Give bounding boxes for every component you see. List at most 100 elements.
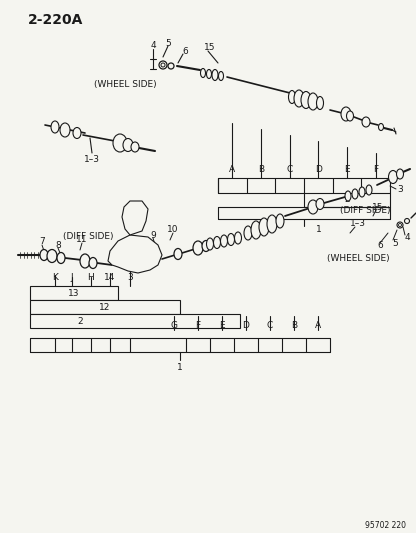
Ellipse shape [40,249,48,261]
Text: 10: 10 [167,225,179,235]
Ellipse shape [174,248,182,260]
Text: 2: 2 [344,196,350,205]
Ellipse shape [51,121,59,133]
Ellipse shape [235,232,242,244]
Ellipse shape [362,117,370,127]
Ellipse shape [289,91,295,103]
Ellipse shape [228,233,235,246]
Text: C: C [287,165,293,174]
Ellipse shape [220,235,228,247]
Text: (DIFF SIDE): (DIFF SIDE) [339,206,390,215]
Text: 95702 220: 95702 220 [365,521,406,529]
Ellipse shape [347,111,354,121]
Text: F: F [373,165,378,174]
Text: 1–3: 1–3 [350,220,366,229]
Bar [30,286,118,300]
Ellipse shape [212,69,218,80]
Text: 8: 8 [55,240,61,249]
Text: 1–3: 1–3 [84,156,100,165]
Ellipse shape [276,214,284,228]
Text: 6: 6 [182,46,188,55]
Polygon shape [108,235,162,273]
Text: 6: 6 [377,241,383,251]
Ellipse shape [206,238,213,250]
Ellipse shape [218,71,223,80]
Text: (WHEEL SIDE): (WHEEL SIDE) [327,254,389,262]
Text: 1: 1 [177,364,183,373]
Ellipse shape [73,127,81,139]
Ellipse shape [345,191,351,201]
Text: 3: 3 [397,184,403,193]
Ellipse shape [213,237,220,248]
Ellipse shape [379,124,384,131]
Ellipse shape [301,92,311,109]
Ellipse shape [80,254,90,268]
Bar [30,300,180,314]
Bar [30,314,240,328]
Polygon shape [122,201,148,235]
Ellipse shape [193,241,203,255]
Text: 15: 15 [204,44,216,52]
Text: 5: 5 [165,38,171,47]
Ellipse shape [168,63,174,69]
Ellipse shape [60,123,70,137]
Text: B: B [258,165,264,174]
Ellipse shape [89,257,97,269]
Text: 2-220A: 2-220A [28,13,83,27]
Text: 15: 15 [372,203,384,212]
Text: 5: 5 [392,238,398,247]
Ellipse shape [294,90,304,107]
Text: E: E [344,165,350,174]
Text: 2: 2 [77,317,83,326]
Text: 4: 4 [150,42,156,51]
Ellipse shape [317,96,324,109]
Ellipse shape [359,187,365,197]
Ellipse shape [258,222,266,232]
Text: F: F [196,321,201,330]
Ellipse shape [206,69,211,78]
Ellipse shape [396,169,404,179]
Text: 7: 7 [39,238,45,246]
Ellipse shape [161,63,165,67]
Text: (WHEEL SIDE): (WHEEL SIDE) [94,80,156,90]
Text: 1: 1 [316,224,322,233]
Text: B: B [291,321,297,330]
Text: D: D [243,321,250,330]
Ellipse shape [201,69,206,77]
Text: 11: 11 [76,236,88,245]
Ellipse shape [113,134,127,152]
Text: K: K [52,273,58,282]
Text: G: G [171,321,178,330]
Text: J: J [71,273,73,282]
Ellipse shape [341,107,351,121]
Ellipse shape [202,240,210,252]
Text: C: C [267,321,273,330]
Text: E: E [219,321,225,330]
Ellipse shape [389,171,398,183]
Ellipse shape [404,219,409,223]
Ellipse shape [399,223,401,227]
Ellipse shape [267,215,277,233]
Text: 13: 13 [68,288,80,297]
Text: 4: 4 [404,233,410,243]
Ellipse shape [57,253,65,263]
Ellipse shape [131,142,139,152]
Ellipse shape [244,226,252,240]
Text: 12: 12 [99,303,111,311]
Text: 3: 3 [127,273,133,282]
Ellipse shape [316,198,324,209]
Ellipse shape [308,93,318,110]
Ellipse shape [47,249,57,262]
Ellipse shape [308,200,318,214]
Text: A: A [229,165,235,174]
Text: 14: 14 [104,273,116,282]
Text: A: A [315,321,321,330]
Ellipse shape [259,218,269,236]
Text: 9: 9 [150,230,156,239]
Text: D: D [315,165,322,174]
Ellipse shape [397,222,403,228]
Ellipse shape [366,185,372,195]
Ellipse shape [123,139,133,151]
Ellipse shape [352,189,358,199]
Text: H: H [88,273,94,282]
